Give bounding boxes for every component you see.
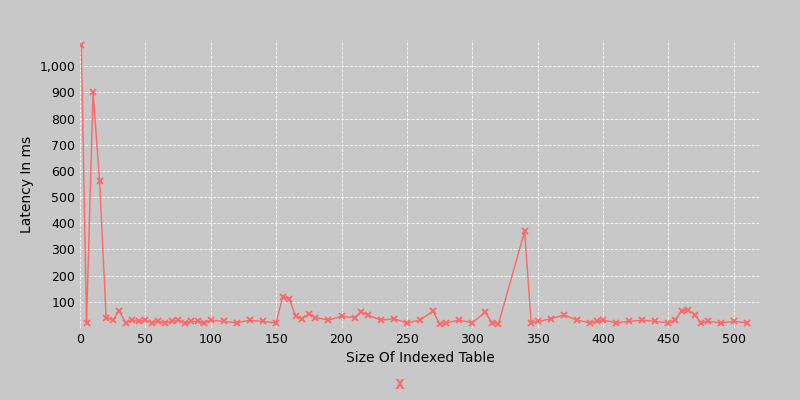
Y-axis label: Latency In ms: Latency In ms bbox=[20, 136, 34, 232]
Text: x: x bbox=[395, 375, 405, 393]
X-axis label: Size Of Indexed Table: Size Of Indexed Table bbox=[346, 352, 494, 366]
